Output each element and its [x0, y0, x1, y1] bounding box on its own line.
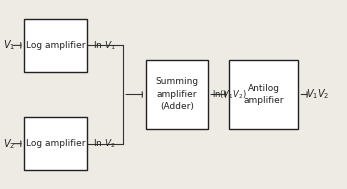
Text: Log amplifier: Log amplifier	[26, 139, 85, 148]
Bar	[24, 117, 87, 170]
Text: Antilog
amplifier: Antilog amplifier	[244, 84, 284, 105]
Text: Summing
amplifier
(Adder): Summing amplifier (Adder)	[155, 77, 198, 112]
Text: Log amplifier: Log amplifier	[26, 41, 85, 50]
Text: $V_1$$V_2$: $V_1$$V_2$	[306, 88, 330, 101]
Bar	[24, 19, 87, 72]
Text: ln $V_1$: ln $V_1$	[93, 39, 116, 52]
Bar	[146, 60, 208, 129]
Text: ln($V_1$$V_2$): ln($V_1$$V_2$)	[212, 88, 247, 101]
Text: ln $V_2$: ln $V_2$	[93, 137, 116, 150]
Bar	[229, 60, 298, 129]
Text: $V_1$: $V_1$	[3, 38, 16, 52]
Text: $V_2$: $V_2$	[3, 137, 16, 151]
